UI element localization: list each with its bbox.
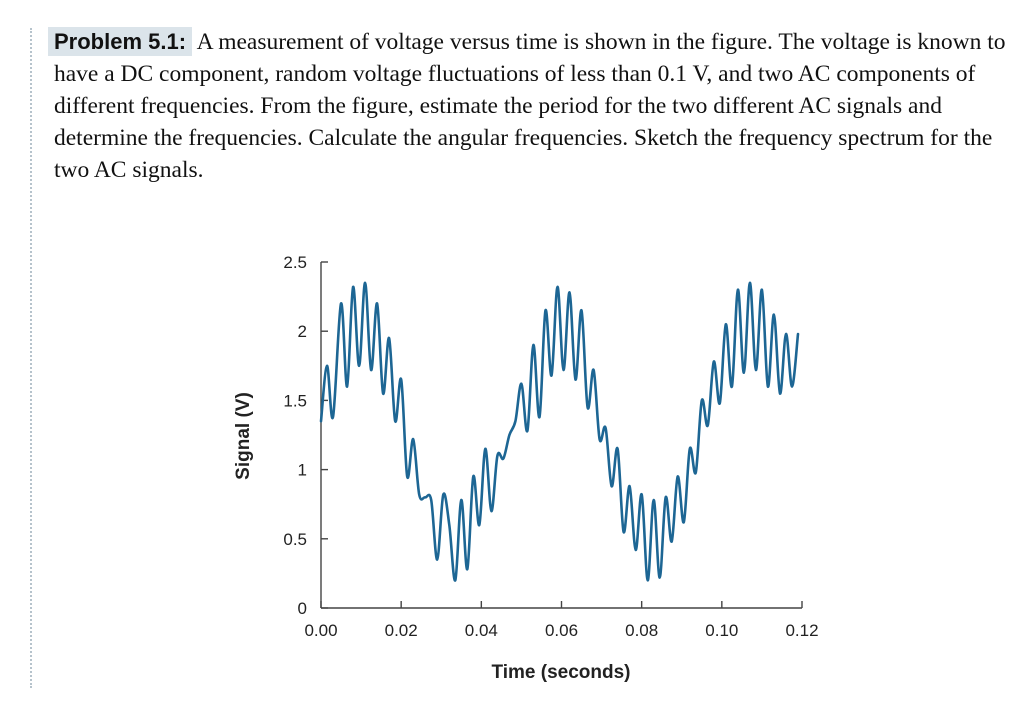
signal-series-line [319, 281, 800, 582]
y-axis-label: Signal (V) [233, 392, 254, 480]
problem-label: Problem 5.1: [48, 27, 193, 56]
x-tick-label: 0.12 [785, 621, 818, 640]
x-tick-label: 0.10 [705, 621, 738, 640]
x-axis-label: Time (seconds) [491, 662, 630, 683]
problem-statement: Problem 5.1: A measurement of voltage ve… [48, 26, 1006, 186]
x-tick-label: 0.02 [385, 621, 418, 640]
x-tick-label: 0.00 [304, 621, 337, 640]
margin-dotted-rule [30, 28, 32, 688]
y-tick-label: 0 [298, 599, 307, 618]
y-tick-label: 2 [298, 322, 307, 341]
chart-axes: 0.00 0.02 0.04 0.06 0.08 0.10 0.12 0 0.5 1 1.5 2 2.5 [283, 253, 818, 640]
y-tick-label: 1.5 [283, 391, 307, 410]
x-tick-label: 0.04 [465, 621, 498, 640]
x-tick-label: 0.08 [625, 621, 658, 640]
problem-text: A measurement of voltage versus time is … [54, 29, 1006, 183]
y-tick-label: 2.5 [283, 253, 307, 272]
y-tick-label: 0.5 [283, 530, 307, 549]
y-tick-label: 1 [298, 461, 307, 480]
x-tick-label: 0.06 [545, 621, 578, 640]
